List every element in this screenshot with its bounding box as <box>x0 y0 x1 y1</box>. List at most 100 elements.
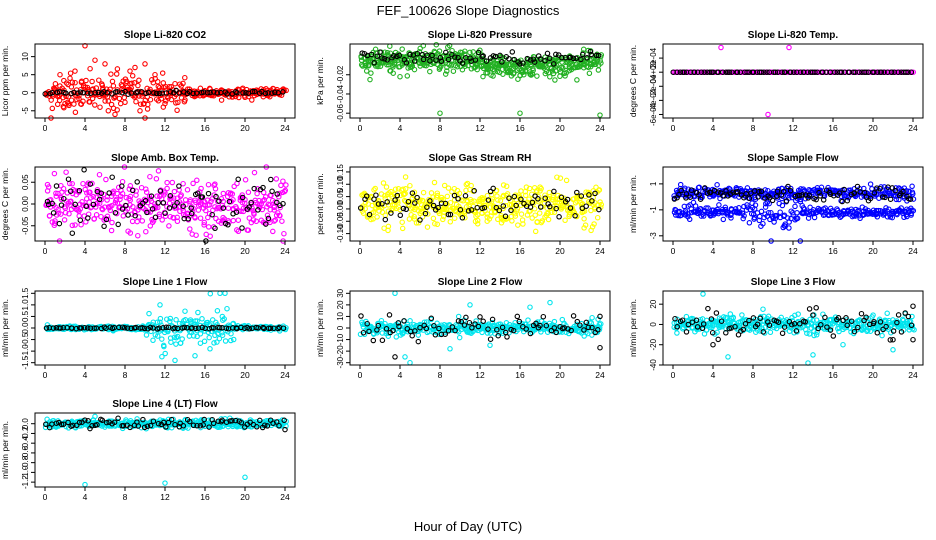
data-point <box>553 205 559 212</box>
data-point <box>214 308 221 314</box>
data-point <box>474 221 481 227</box>
data-point <box>96 77 102 83</box>
data-point <box>437 110 443 116</box>
data-point <box>446 42 453 49</box>
data-point <box>178 192 184 198</box>
data-point <box>62 90 69 96</box>
data-point <box>440 213 447 220</box>
data-point <box>169 179 176 186</box>
data-point <box>397 212 404 219</box>
data-point <box>459 215 466 221</box>
data-point <box>157 302 163 308</box>
data-point <box>545 216 552 223</box>
data-point <box>143 228 149 235</box>
y-tick-label: -0.04 <box>336 84 345 103</box>
data-point <box>578 193 585 199</box>
data-point <box>193 199 199 206</box>
data-point <box>395 200 401 206</box>
data-point <box>394 192 401 199</box>
data-point <box>475 49 482 56</box>
data-point <box>116 95 123 102</box>
x-tick-label: 16 <box>828 370 838 380</box>
data-point <box>589 198 595 204</box>
data-point <box>67 199 73 205</box>
data-point <box>435 204 441 211</box>
data-point <box>79 199 85 205</box>
data-point <box>78 221 84 228</box>
y-axis-label: kPa per min. <box>315 57 325 105</box>
data-point <box>192 353 198 359</box>
data-point <box>438 58 445 65</box>
data-point <box>910 303 916 309</box>
data-point <box>491 68 498 74</box>
data-point <box>483 58 490 64</box>
data-point <box>240 208 247 215</box>
data-point <box>147 195 154 202</box>
y-tick-label: -20 <box>336 345 345 357</box>
data-point <box>92 89 99 96</box>
data-point <box>205 224 212 230</box>
data-point <box>513 202 519 209</box>
data-point <box>76 187 83 194</box>
data-point <box>890 347 896 353</box>
data-point <box>384 49 391 56</box>
data-point <box>84 90 91 96</box>
data-point <box>388 188 394 195</box>
data-point <box>362 199 369 206</box>
data-point <box>527 57 534 63</box>
data-point <box>357 205 364 211</box>
data-point <box>681 69 687 75</box>
data-point <box>562 73 568 79</box>
x-tick-label: 12 <box>475 246 485 256</box>
data-point <box>394 53 400 60</box>
data-point <box>135 82 141 89</box>
y-tick-label: -30 <box>336 356 345 368</box>
data-point <box>119 89 126 96</box>
chart-title: Slope Amb. Box Temp. <box>111 153 219 164</box>
data-point <box>105 98 112 104</box>
data-point <box>567 54 574 61</box>
data-point <box>467 55 473 61</box>
data-point <box>212 225 218 232</box>
data-point <box>122 99 128 106</box>
data-point <box>584 55 590 61</box>
data-point <box>399 46 405 52</box>
data-point <box>104 213 111 220</box>
data-point <box>281 230 287 237</box>
data-point <box>44 198 51 205</box>
data-point <box>366 211 373 218</box>
data-point <box>787 69 794 75</box>
data-point <box>98 196 105 203</box>
data-point <box>806 306 813 312</box>
x-tick-label: 24 <box>908 123 918 133</box>
data-point <box>115 221 121 228</box>
data-point <box>72 201 78 208</box>
data-point <box>194 190 201 196</box>
y-axis-label: degrees C per min. <box>0 168 10 240</box>
data-point <box>487 342 493 349</box>
data-point <box>110 83 117 89</box>
data-point <box>142 197 149 204</box>
data-point <box>153 90 160 97</box>
data-point <box>540 313 547 320</box>
data-point <box>431 179 438 186</box>
x-tick-label: 20 <box>868 246 878 256</box>
data-point <box>414 50 421 57</box>
x-tick-label: 4 <box>83 246 88 256</box>
y-tick-label: 0.5 <box>21 310 30 322</box>
data-point <box>278 182 284 189</box>
data-point <box>514 313 521 320</box>
data-point <box>206 210 213 217</box>
data-point <box>281 87 287 94</box>
data-point <box>761 69 767 75</box>
data-point <box>250 217 257 223</box>
data-point <box>153 176 160 182</box>
data-point <box>379 209 386 216</box>
data-point <box>550 61 557 67</box>
data-point <box>140 200 146 207</box>
data-point <box>490 185 496 192</box>
data-point <box>87 181 94 187</box>
data-point <box>694 69 701 75</box>
data-point <box>779 330 786 337</box>
data-point <box>280 178 286 184</box>
